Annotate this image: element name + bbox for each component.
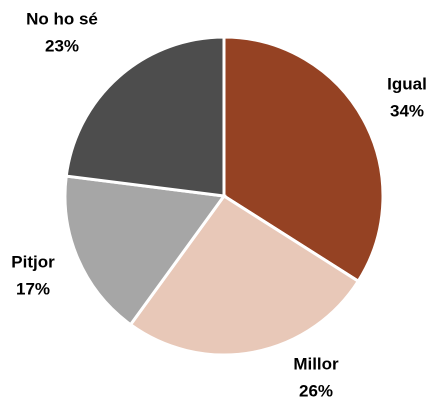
value-label: 34% xyxy=(390,101,424,120)
value-label: 26% xyxy=(299,381,333,400)
slice-label: No ho sé xyxy=(26,9,98,28)
slice-label: Igual xyxy=(387,74,427,93)
pie-slice xyxy=(63,174,227,327)
pie-slice xyxy=(128,193,361,357)
slice-label: Millor xyxy=(293,354,339,373)
pie-slice xyxy=(64,35,226,198)
slice-label: Pitjor xyxy=(11,252,55,271)
value-label: 17% xyxy=(16,279,50,298)
value-label: 23% xyxy=(45,36,79,55)
